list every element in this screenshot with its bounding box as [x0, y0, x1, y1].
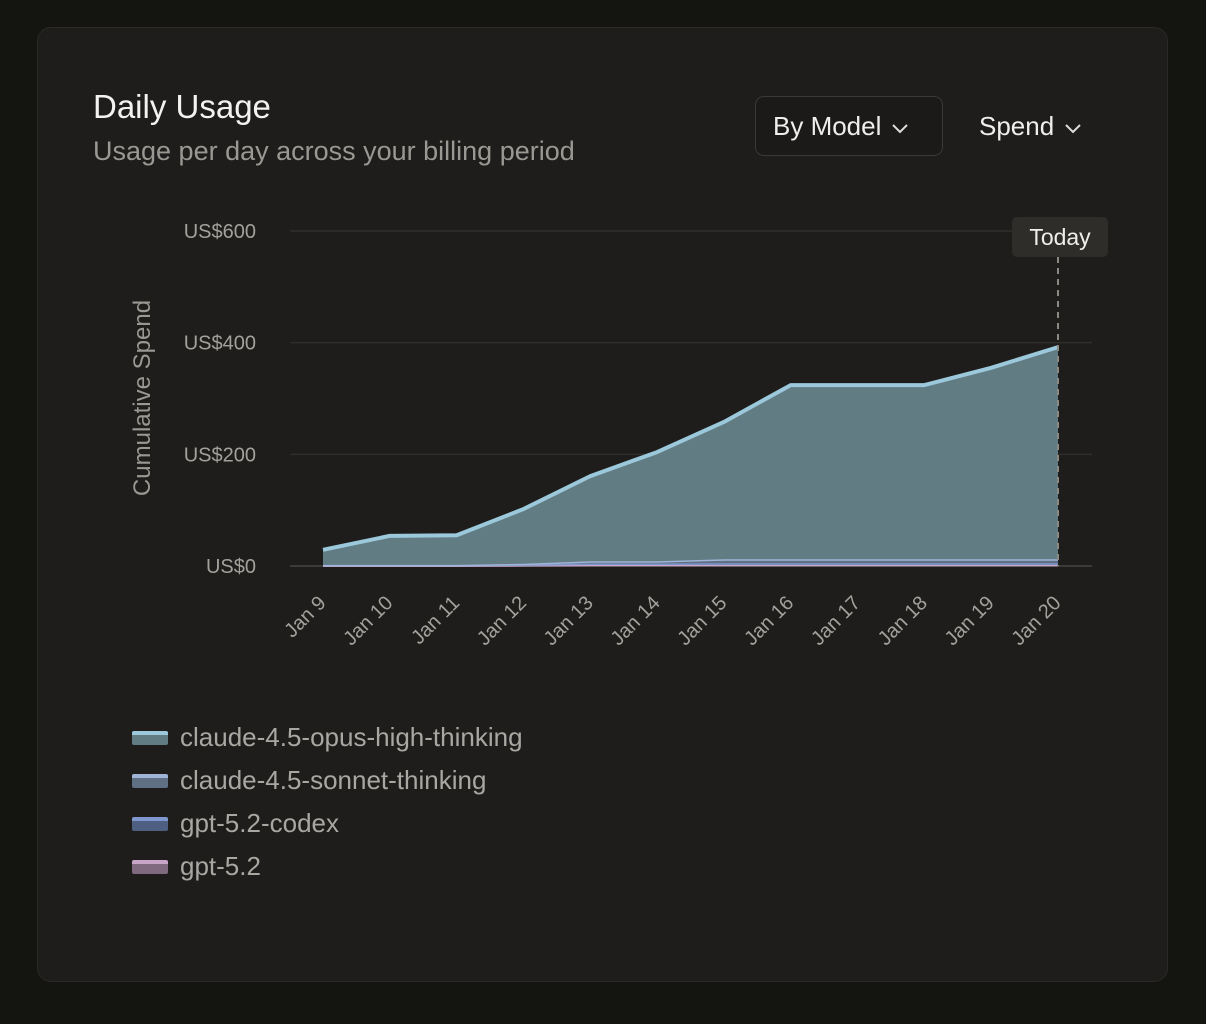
legend-swatch-icon	[132, 773, 168, 788]
chart-legend: claude-4.5-opus-high-thinking claude-4.5-…	[132, 716, 523, 888]
x-tick-label: Jan 11	[407, 592, 464, 649]
x-tick-label: Jan 14	[607, 592, 665, 650]
legend-swatch-icon	[132, 730, 168, 745]
y-tick-label: US$600	[184, 221, 256, 243]
x-tick-label: Jan 20	[1008, 592, 1066, 650]
legend-label: claude-4.5-sonnet-thinking	[180, 765, 487, 795]
group-by-label: By Model	[773, 110, 882, 141]
legend-swatch-icon	[132, 816, 168, 831]
legend-swatch-icon	[132, 859, 168, 874]
chevron-down-icon	[891, 111, 909, 142]
y-tick-label: US$400	[184, 333, 256, 355]
x-tick-label: Jan 9	[280, 592, 330, 642]
x-tick-label: Jan 17	[807, 592, 865, 650]
x-tick-label: Jan 19	[941, 592, 999, 650]
y-tick-label: US$0	[206, 556, 256, 578]
y-axis-label: Cumulative Spend	[129, 300, 156, 496]
x-tick-label: Jan 10	[339, 592, 397, 650]
legend-label: gpt-5.2	[180, 851, 261, 881]
x-tick-label: Jan 15	[673, 592, 731, 650]
metric-label: Spend	[979, 110, 1055, 141]
group-by-dropdown[interactable]: By Model	[755, 96, 943, 156]
legend-item[interactable]: gpt-5.2-codex	[132, 802, 523, 845]
x-tick-label: Jan 13	[540, 592, 598, 650]
x-tick-label: Jan 16	[740, 592, 798, 650]
card-subtitle: Usage per day across your billing period	[93, 136, 575, 166]
today-label: Today	[1029, 224, 1091, 250]
legend-item[interactable]: claude-4.5-sonnet-thinking	[132, 759, 523, 802]
legend-item[interactable]: gpt-5.2	[132, 845, 523, 888]
legend-label: gpt-5.2-codex	[180, 808, 339, 838]
line-claude-4.5-opus-high-thinking	[322, 345, 1059, 552]
y-tick-label: US$200	[184, 444, 256, 466]
metric-dropdown[interactable]: Spend	[962, 96, 1102, 156]
legend-item[interactable]: claude-4.5-opus-high-thinking	[132, 716, 523, 759]
x-tick-label: Jan 18	[874, 592, 932, 650]
legend-label: claude-4.5-opus-high-thinking	[180, 722, 523, 752]
x-tick-label: Jan 12	[473, 592, 531, 650]
area-claude-4.5-opus-high-thinking	[323, 347, 1058, 565]
chevron-down-icon	[1064, 111, 1082, 142]
card-title: Daily Usage	[93, 88, 271, 125]
today-badge	[1012, 217, 1108, 257]
